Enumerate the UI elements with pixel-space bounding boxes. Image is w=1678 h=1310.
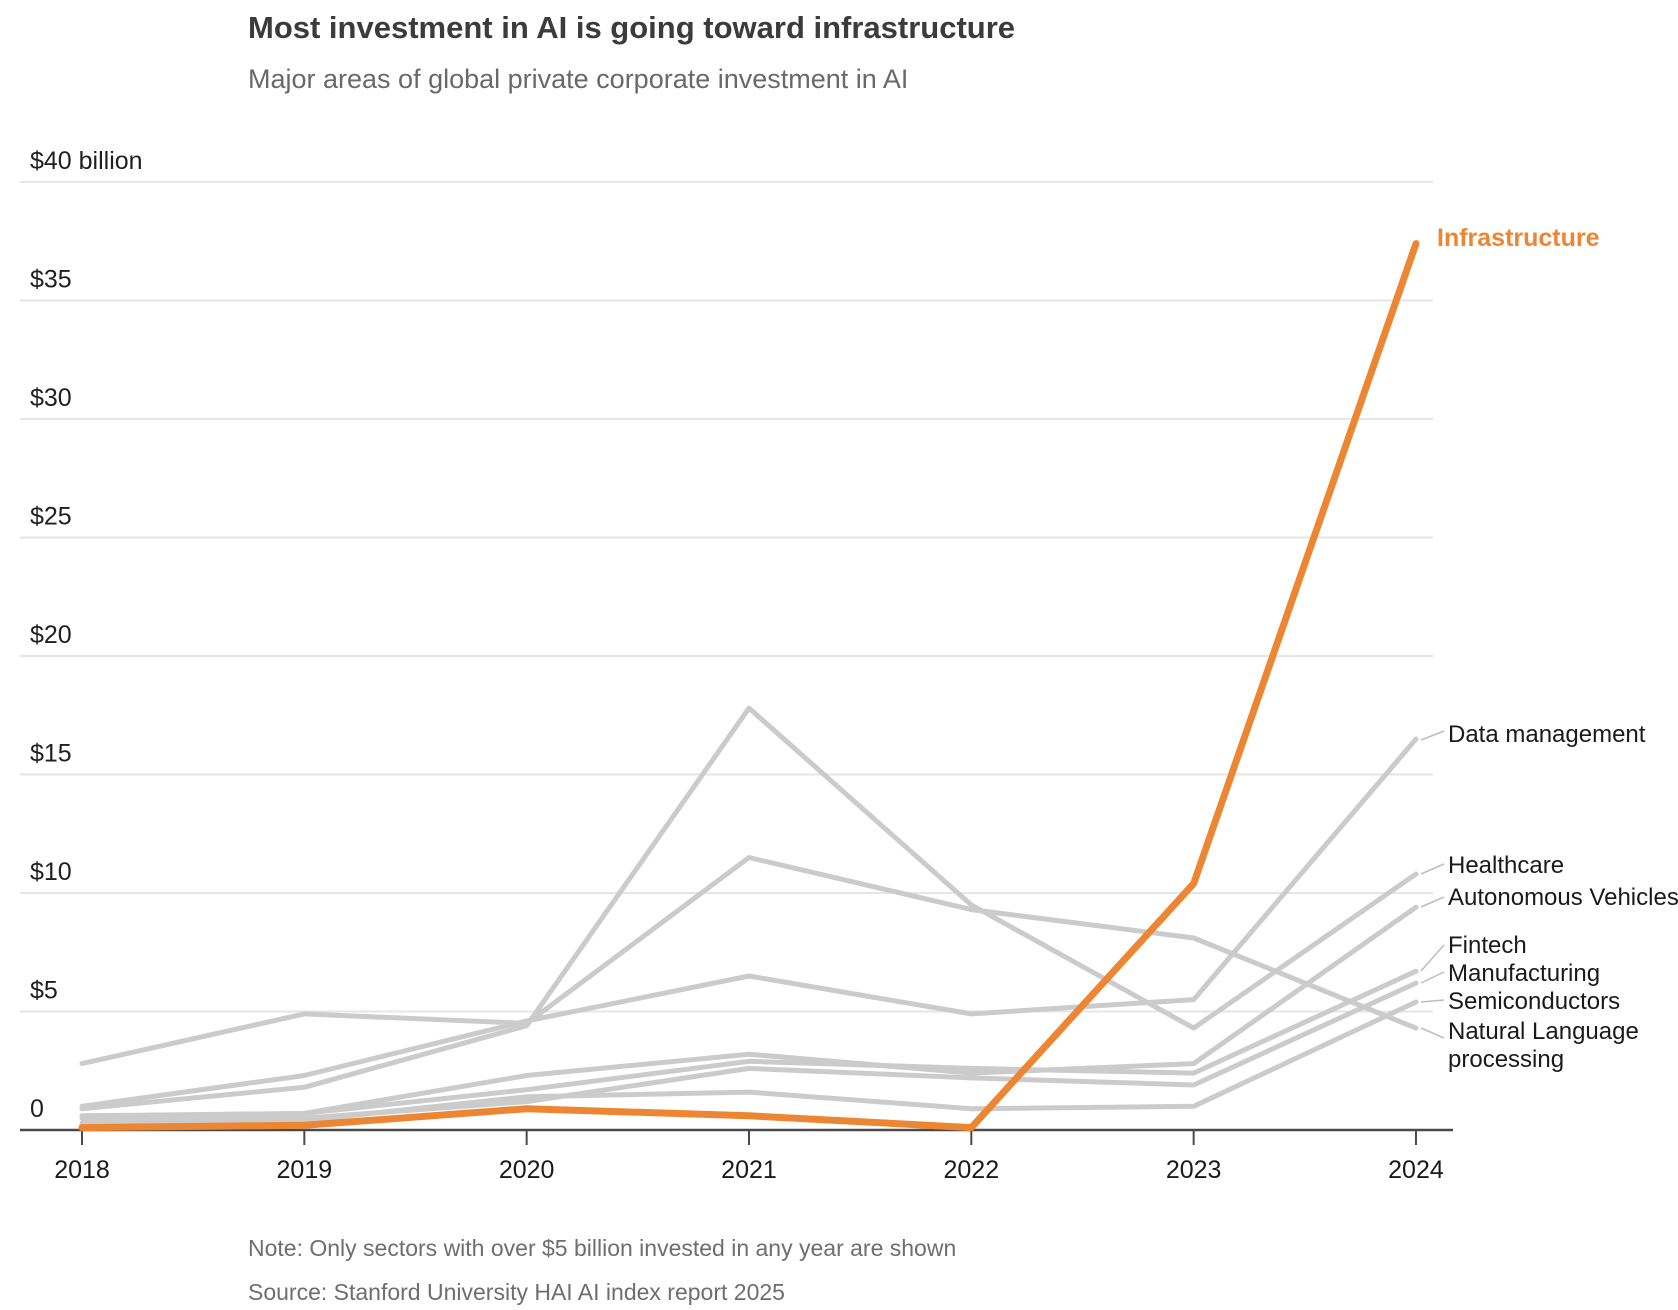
series-line-infrastructure xyxy=(78,240,1420,1132)
series-label-natural-language-processing: Natural Language processing xyxy=(1448,1018,1639,1073)
series-line-healthcare xyxy=(79,705,1419,1112)
x-axis-tick-label: 2023 xyxy=(1166,1156,1222,1184)
y-axis-tick-label: $25 xyxy=(30,503,72,531)
label-leader-line xyxy=(1420,971,1445,984)
series-label-autonomous-vehicles: Autonomous Vehicles xyxy=(1448,884,1678,911)
y-axis-tick-label: $5 xyxy=(30,977,58,1005)
series-label-fintech: Fintech xyxy=(1448,932,1527,959)
y-axis-tick-label: $30 xyxy=(30,384,72,412)
chart-footer: Note: Only sectors with over $5 billion … xyxy=(248,1235,1348,1306)
label-leader-line xyxy=(1420,944,1445,972)
x-axis-tick-label: 2021 xyxy=(721,1156,777,1184)
y-axis-tick-label: 0 xyxy=(30,1095,44,1123)
label-leader-line xyxy=(1420,1027,1445,1039)
y-axis-tick-label: $35 xyxy=(30,266,72,294)
chart-header: Most investment in AI is going toward in… xyxy=(248,10,1448,95)
chart-note: Note: Only sectors with over $5 billion … xyxy=(248,1235,957,1261)
y-axis-tick-label: $10 xyxy=(30,858,72,886)
y-axis-tick-label: $15 xyxy=(30,740,72,768)
x-axis-tick-label: 2022 xyxy=(944,1156,1000,1184)
x-axis-tick-label: 2019 xyxy=(277,1156,333,1184)
page-title: Most investment in AI is going toward in… xyxy=(248,10,1016,45)
series-label-data-management: Data management xyxy=(1448,721,1646,748)
series-label-infrastructure: Infrastructure xyxy=(1437,224,1600,252)
label-leader-line xyxy=(1420,730,1445,741)
series-label-healthcare: Healthcare xyxy=(1448,852,1565,879)
chart-subtitle: Major areas of global private corporate … xyxy=(248,64,909,94)
label-leader-line xyxy=(1420,896,1445,908)
x-axis-tick-label: 2018 xyxy=(54,1156,110,1184)
series-label-semiconductors: Semiconductors xyxy=(1448,988,1621,1015)
series-line-data-management xyxy=(79,736,1419,1109)
series-label-manufacturing: Manufacturing xyxy=(1448,960,1601,987)
x-axis-tick-label: 2024 xyxy=(1388,1156,1444,1184)
label-leader-line xyxy=(1420,999,1445,1003)
y-axis-tick-label: $40 billion xyxy=(30,147,143,175)
label-leader-line xyxy=(1420,863,1445,875)
series-line-natural-language-processing xyxy=(79,855,1419,1067)
y-axis-tick-label: $20 xyxy=(30,621,72,649)
series-line-fintech xyxy=(79,968,1419,1119)
x-axis-tick-label: 2020 xyxy=(499,1156,555,1184)
chart-source: Source: Stanford University HAI AI index… xyxy=(248,1279,785,1305)
series-line-semiconductors xyxy=(79,999,1419,1128)
